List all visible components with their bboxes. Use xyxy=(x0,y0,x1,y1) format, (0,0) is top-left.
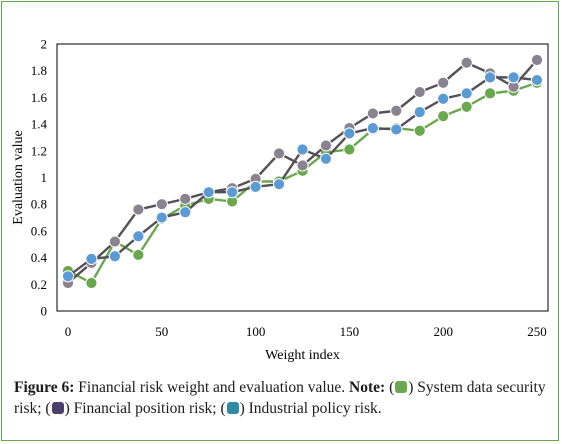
y-tick-label: 0.8 xyxy=(31,197,47,212)
y-tick-label: 1.8 xyxy=(31,63,47,78)
data-point xyxy=(460,100,473,113)
x-tick-label: 200 xyxy=(433,324,453,339)
y-tick-label: 1.2 xyxy=(31,143,47,158)
data-point xyxy=(226,186,239,199)
y-tick-label: 0 xyxy=(41,304,48,319)
y-tick-label: 0.2 xyxy=(31,277,47,292)
data-point xyxy=(460,87,473,100)
data-point xyxy=(437,76,450,89)
data-point xyxy=(61,270,75,283)
legend-swatch-teal xyxy=(226,402,239,414)
x-tick-label: 100 xyxy=(246,324,266,339)
figure-label: Figure 6: xyxy=(14,379,75,396)
data-point xyxy=(108,235,122,248)
data-point xyxy=(484,87,497,100)
data-point xyxy=(366,107,379,120)
y-tick-label: 1 xyxy=(41,170,48,185)
data-point xyxy=(507,71,520,84)
data-point xyxy=(437,92,450,105)
x-axis-ticks: 0 50 100 150 200 250 xyxy=(65,324,547,339)
data-point xyxy=(85,276,98,290)
data-point xyxy=(85,252,98,266)
series-layer xyxy=(61,53,544,290)
x-tick-label: 150 xyxy=(340,324,360,339)
series-3 xyxy=(61,71,544,283)
data-point xyxy=(413,124,426,137)
y-tick-label: 2 xyxy=(41,37,48,52)
x-tick-label: 50 xyxy=(155,324,168,339)
data-point xyxy=(132,248,145,262)
data-point xyxy=(296,159,309,172)
x-tick-label: 0 xyxy=(65,324,72,339)
data-point xyxy=(155,198,168,211)
y-tick-label: 0.4 xyxy=(31,250,48,265)
data-point xyxy=(179,192,192,205)
data-point xyxy=(484,71,497,84)
series-2 xyxy=(61,53,544,290)
data-point xyxy=(460,56,473,69)
y-tick-label: 1.6 xyxy=(31,90,48,105)
data-point xyxy=(343,143,356,156)
data-point xyxy=(296,143,309,156)
x-tick-label: 250 xyxy=(527,324,547,339)
y-axis-title: Evaluation value xyxy=(11,130,26,224)
legend-label-financial-position: ) Financial position risk; ( xyxy=(64,400,226,417)
data-point xyxy=(272,147,286,160)
y-axis-ticks: 0 0.2 0.4 0.6 0.8 1 1.2 1.4 1.6 1.8 2 xyxy=(31,37,48,319)
data-point xyxy=(530,53,544,67)
legend-swatch-green xyxy=(395,381,408,393)
data-point xyxy=(272,178,286,191)
series-1 xyxy=(61,76,544,290)
data-point xyxy=(366,122,379,135)
line-chart: 0 0.2 0.4 0.6 0.8 1 1.2 1.4 1.6 1.8 2 0 50 100 150 200… xyxy=(11,37,549,363)
legend-swatch-purple xyxy=(51,402,64,414)
data-point xyxy=(319,139,333,152)
data-point xyxy=(202,186,215,199)
data-point xyxy=(413,85,426,99)
figure-caption-text: Financial risk weight and evaluation val… xyxy=(74,379,350,396)
note-open: ( xyxy=(385,379,395,396)
data-point xyxy=(319,152,333,165)
figure-caption: Figure 6: Financial risk weight and eval… xyxy=(14,377,554,419)
x-axis-title: Weight index xyxy=(265,348,340,363)
plot-area xyxy=(56,43,549,312)
data-point xyxy=(132,203,145,216)
data-point xyxy=(132,230,145,243)
legend-label-industrial-policy: ) Industrial policy risk. xyxy=(239,400,382,417)
legend-label-system-data-security: ) System data security risk; ( xyxy=(14,379,546,417)
data-point xyxy=(437,109,450,123)
data-point xyxy=(390,123,403,136)
data-point xyxy=(530,73,544,87)
data-point xyxy=(179,206,192,219)
data-point xyxy=(155,211,168,224)
y-tick-label: 0.6 xyxy=(31,223,48,238)
data-point xyxy=(343,127,356,140)
y-tick-label: 1.4 xyxy=(31,117,48,132)
data-point xyxy=(108,250,122,263)
note-label: Note: xyxy=(349,379,386,396)
data-point xyxy=(413,105,426,119)
data-point xyxy=(249,180,262,193)
data-point xyxy=(390,104,403,117)
